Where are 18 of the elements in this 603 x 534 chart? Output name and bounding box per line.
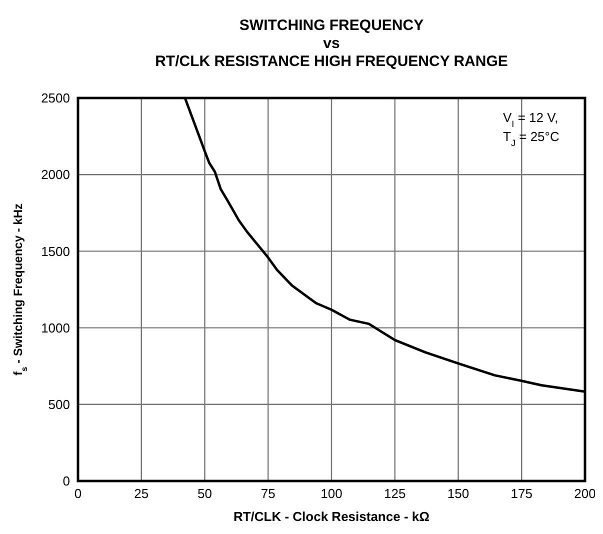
x-tick-label: 25	[134, 486, 149, 502]
y-tick-label: 2000	[41, 167, 70, 182]
x-tick-label: 50	[198, 486, 212, 502]
x-tick-label: 150	[447, 486, 470, 502]
x-tick-label: 0	[74, 486, 82, 502]
annotation: V$_{I}$ = 12 V, T$_{J}$ = 25°C	[503, 110, 560, 148]
x-tick-label: 175	[510, 486, 532, 502]
y-tick-label: 0	[62, 474, 70, 489]
chart-title: SWITCHING FREQUENCY vs RT/CLK RESISTANCE HIGH FREQUENCY RANGE	[155, 17, 508, 70]
x-tick-label: 100	[320, 486, 342, 502]
x-tick-label: 125	[384, 486, 406, 502]
y-tick-label: 1500	[41, 244, 70, 259]
y-tick-label: 1000	[41, 320, 70, 336]
x-axis-title: RT/CLK - Clock Resistance - kΩ	[233, 509, 430, 524]
x-tick-label: 200	[574, 486, 596, 502]
y-tick-label: 500	[48, 397, 70, 412]
x-tick-label: 75	[260, 486, 276, 502]
y-tick-label: 2500	[41, 90, 70, 106]
